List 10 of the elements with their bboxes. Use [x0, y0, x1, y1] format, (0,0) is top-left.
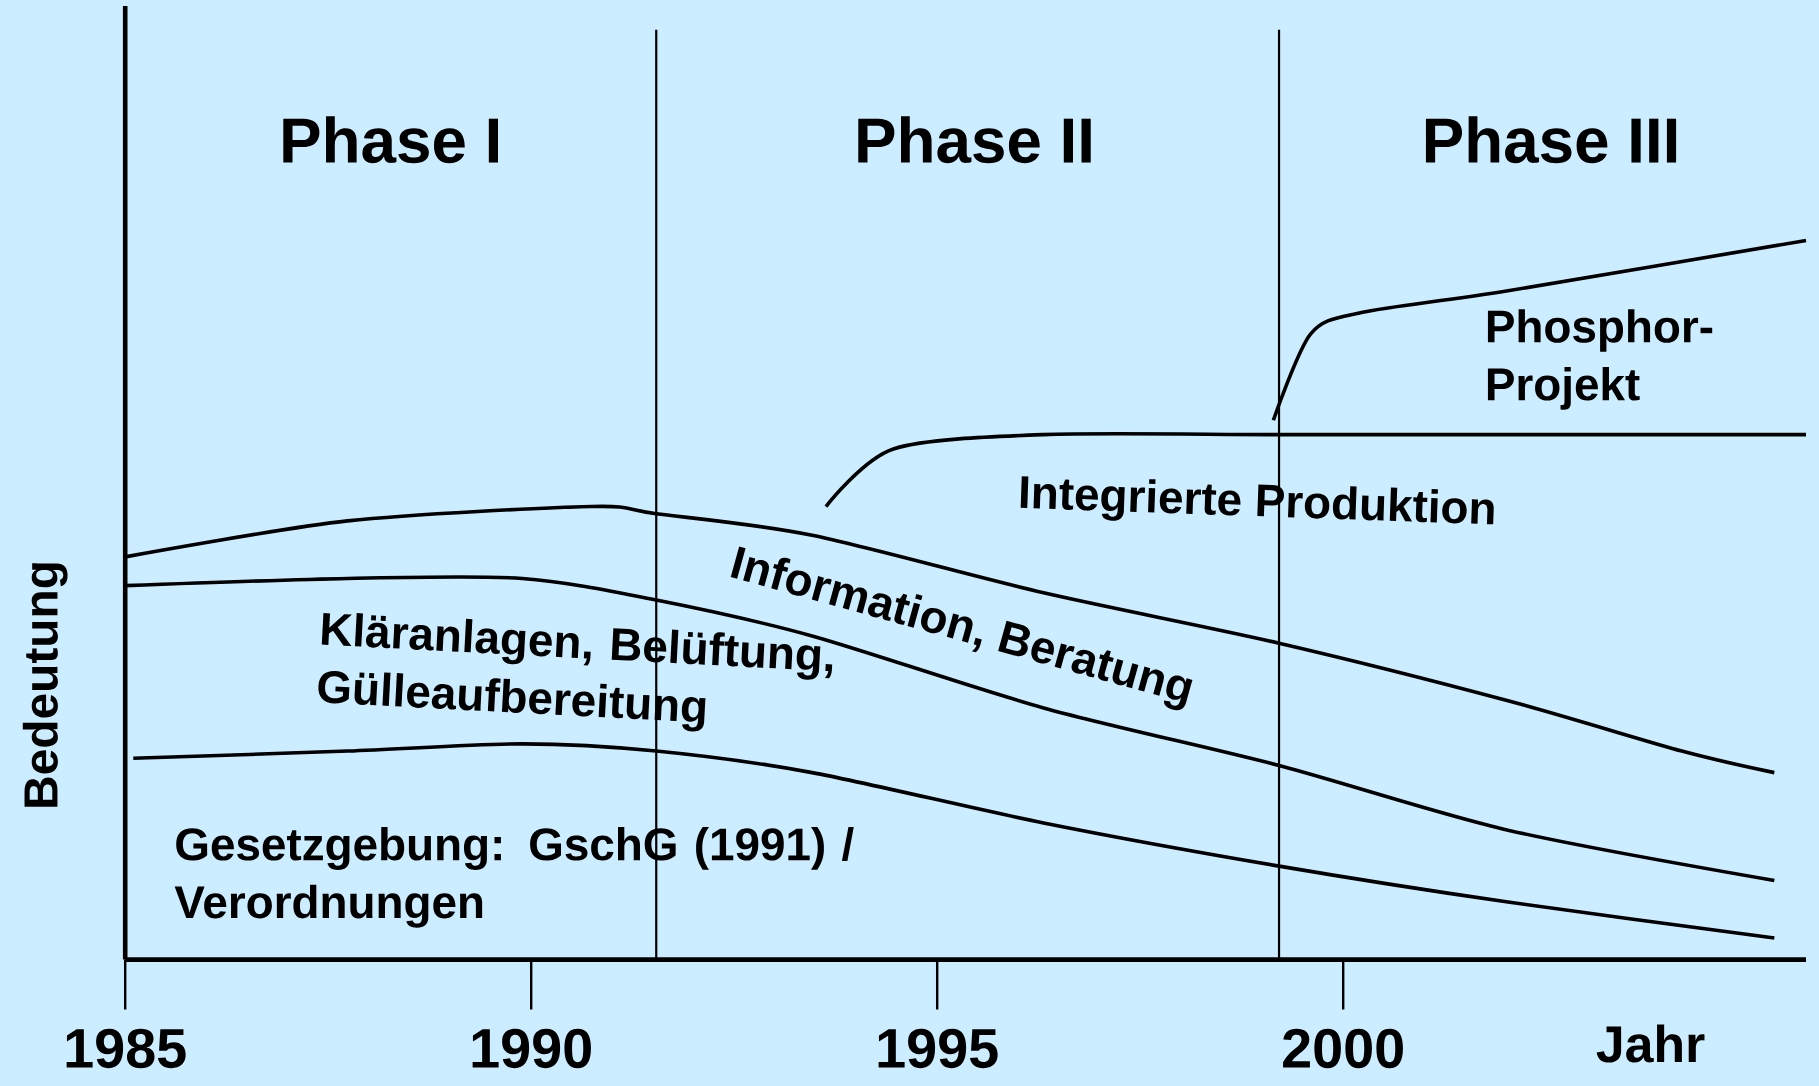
x-tick-label: 2000 [1283, 1028, 1403, 1069]
x-tick-label: 1990 [472, 1028, 591, 1069]
text: Phase I [283, 116, 499, 164]
text: Phase II [858, 116, 1091, 164]
x-tick-label: 1985 [66, 1028, 186, 1069]
x-tick-label: 1995 [878, 1028, 998, 1069]
y-axis-title: Bedeutung [22, 563, 68, 807]
series-label: Phosphor-Projekt [1487, 309, 1713, 410]
x-axis-title: Jahr [1596, 1024, 1705, 1063]
text: Phase III [1425, 116, 1677, 164]
